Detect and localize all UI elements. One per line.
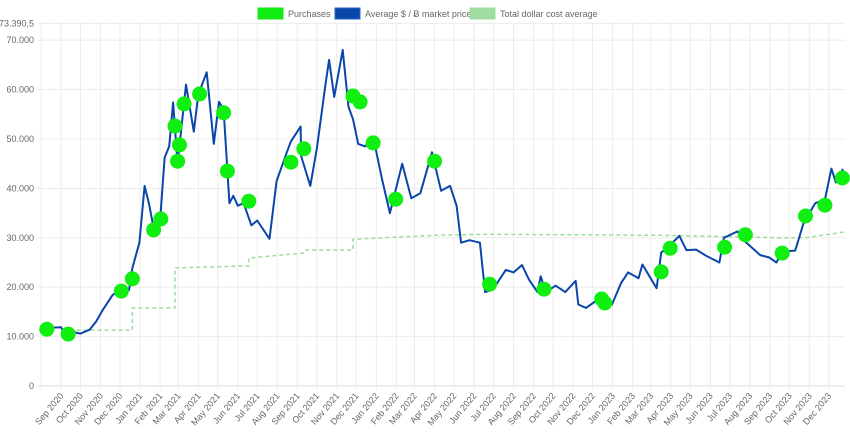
purchase-point: [60, 326, 76, 342]
legend-label-2[interactable]: Total dollar cost average: [500, 9, 598, 19]
purchase-point: [352, 94, 368, 110]
purchase-point: [653, 264, 669, 280]
purchase-point: [283, 154, 299, 170]
purchase-point: [662, 240, 678, 256]
y-tick-label: 40.000: [6, 183, 34, 193]
purchase-point: [113, 283, 129, 299]
y-tick-label: 70.000: [6, 35, 34, 45]
purchase-point: [834, 170, 850, 186]
legend-label-0[interactable]: Purchases: [288, 9, 331, 19]
market-price-line: [40, 49, 846, 337]
purchase-point: [717, 239, 733, 255]
y-tick-label: 20.000: [6, 282, 34, 292]
purchase-point: [39, 321, 55, 337]
y-tick-label: 60.000: [6, 85, 34, 95]
series-layer: [39, 49, 850, 342]
purchase-point: [427, 153, 443, 169]
purchase-point: [597, 295, 613, 311]
purchase-point: [737, 227, 753, 243]
y-tick-label: 30.000: [6, 233, 34, 243]
purchase-point: [124, 271, 140, 287]
purchase-point: [482, 276, 498, 292]
purchase-point: [153, 211, 169, 227]
y-tick-label: 10.000: [6, 332, 34, 342]
purchase-point: [167, 118, 183, 134]
purchase-point: [146, 222, 162, 238]
purchase-point: [365, 135, 381, 151]
dca-line: [76, 231, 846, 331]
y-axis: 0 10.000 20.000 30.000 40.000 50.000 60.000 70.…: [0, 18, 34, 391]
legend-label-1[interactable]: Average $ / Ƀ market price: [365, 9, 471, 19]
purchase-point: [219, 163, 235, 179]
purchase-point: [192, 86, 208, 102]
purchase-point: [798, 208, 813, 224]
purchase-point: [388, 191, 404, 207]
y-tick-label: 73.390,5: [0, 18, 34, 28]
y-tick-label: 0: [29, 381, 34, 391]
purchase-point: [172, 137, 187, 153]
legend-swatch-0[interactable]: [257, 7, 284, 20]
purchase-point: [774, 245, 790, 261]
purchase-point: [296, 141, 312, 157]
purchase-point: [536, 281, 552, 297]
purchase-point: [170, 153, 186, 169]
legend[interactable]: Purchases Average $ / Ƀ market price Total…: [257, 7, 598, 20]
purchase-point: [817, 197, 833, 213]
legend-swatch-1[interactable]: [334, 7, 361, 20]
purchase-point: [241, 193, 257, 209]
y-tick-label: 50.000: [6, 134, 34, 144]
purchase-point: [176, 96, 192, 112]
legend-swatch-2[interactable]: [469, 7, 496, 20]
grid: [38, 22, 845, 390]
purchase-point: [216, 105, 232, 121]
